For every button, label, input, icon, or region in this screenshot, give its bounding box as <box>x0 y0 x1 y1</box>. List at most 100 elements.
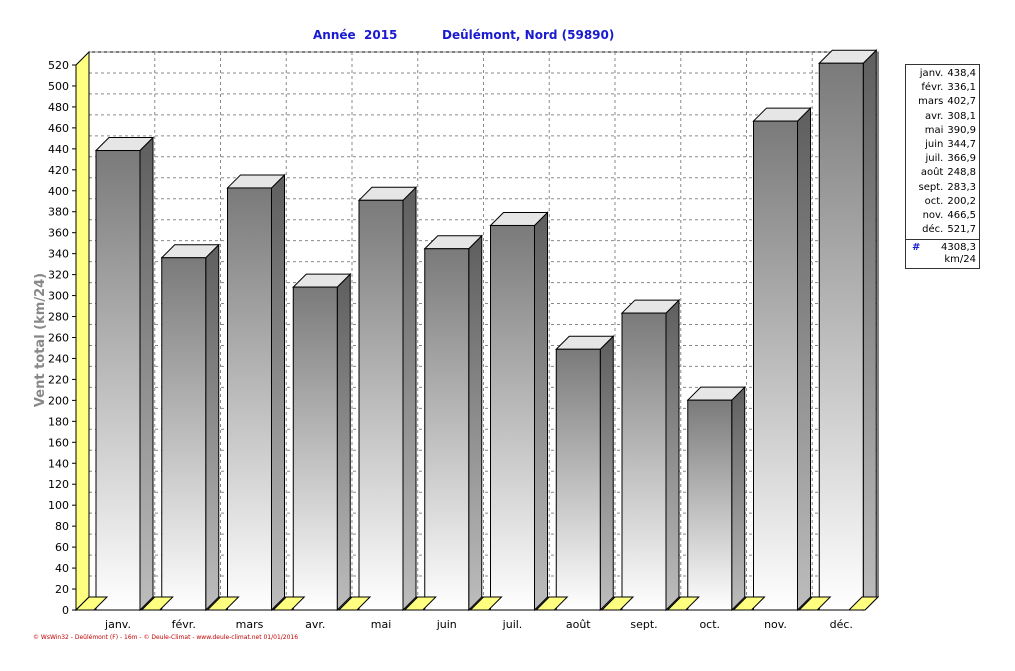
bar-front <box>753 120 798 611</box>
legend-month: mars <box>918 96 944 108</box>
legend-row: nov. 466,5 <box>909 209 976 223</box>
y-tick-label: 60 <box>55 541 69 554</box>
y-tick-label: 180 <box>48 415 69 428</box>
legend-row: févr. 336,1 <box>909 81 976 95</box>
x-tick-label: juin <box>436 618 457 631</box>
bar-side <box>402 186 417 612</box>
floor-gap <box>535 596 569 611</box>
y-tick-label: 200 <box>48 394 69 407</box>
chart-title-year: Année 2015 <box>313 28 398 42</box>
x-tick-label: juil. <box>502 618 523 631</box>
legend-value: 200,2 <box>947 195 976 207</box>
legend-value: 521,7 <box>947 224 976 236</box>
bar-9 <box>620 298 681 612</box>
x-tick-label: mai <box>371 618 392 631</box>
floor-gap <box>337 596 372 611</box>
bar-8 <box>555 335 615 612</box>
bar-side <box>731 385 746 612</box>
legend-value: 366,9 <box>947 153 976 165</box>
bars <box>94 49 878 612</box>
y-tick-label: 120 <box>48 478 69 491</box>
x-tick-label: nov. <box>764 618 787 631</box>
bar-side <box>797 106 811 612</box>
y-tick-label: 80 <box>55 520 69 533</box>
legend-value: 438,4 <box>947 68 976 79</box>
legend-month: févr. <box>921 82 944 94</box>
legend-month: sept. <box>918 181 944 193</box>
y-tick-label: 260 <box>48 332 69 345</box>
bar-5 <box>357 186 418 612</box>
y-tick-label: 460 <box>48 122 69 135</box>
bar-side <box>468 234 483 612</box>
bar-front <box>358 199 404 611</box>
bar-side <box>534 211 548 612</box>
floor-gap <box>600 596 635 611</box>
legend-total-symbol: # <box>912 242 921 254</box>
legend-row: janv. 438,4 <box>909 67 976 81</box>
y-tick-label: 220 <box>48 373 69 386</box>
bar-2 <box>160 243 220 612</box>
legend-value: 466,5 <box>947 209 976 221</box>
y-tick-label: 240 <box>48 352 69 365</box>
legend-total-value: 4308,3 <box>941 242 976 254</box>
y-axis: 0 20 40 60 80 100 120 140 160 180 200 220 240 260 280 3… <box>48 59 77 617</box>
x-tick-label: févr. <box>172 618 196 631</box>
y-tick-label: 400 <box>48 185 69 198</box>
x-tick-label: déc. <box>830 618 853 631</box>
legend-month: juin <box>925 138 944 150</box>
floor-gap <box>798 596 832 611</box>
y-tick-label: 320 <box>48 269 69 282</box>
footer-credit: © WsWin32 - Deûlémont (F) - 16m - © Deul… <box>33 634 299 641</box>
y-tick-label: 100 <box>48 499 69 512</box>
bar-front <box>687 399 733 611</box>
legend-row: juin 344,7 <box>909 138 976 152</box>
y-tick-label: 420 <box>48 164 69 177</box>
legend-row: avr. 308,1 <box>909 110 976 124</box>
y-tick-label: 280 <box>48 311 69 324</box>
bar-side <box>599 335 614 612</box>
legend-month: juil. <box>925 153 944 165</box>
x-tick-label: sept. <box>630 618 657 631</box>
bar-side <box>665 298 680 612</box>
floor-gap <box>847 596 880 611</box>
legend-row: juil. 366,9 <box>909 152 977 166</box>
bar-front <box>95 150 141 611</box>
bar-side <box>336 272 351 612</box>
x-tick-label: janv. <box>104 618 131 631</box>
bar-front <box>424 248 470 611</box>
legend-row: sept. 283,3 <box>909 181 976 195</box>
legend-total-unit: km/24 <box>944 254 976 266</box>
legend-month: avr. <box>924 110 944 122</box>
floor-gap <box>666 596 700 611</box>
legend-month: janv. <box>919 68 944 79</box>
y-tick-label: 380 <box>48 206 69 219</box>
legend-total: # 4308,3 km/24 <box>906 239 979 268</box>
legend-row: mai 390,9 <box>909 124 976 138</box>
bar-front <box>555 348 601 611</box>
bar-4 <box>292 272 352 612</box>
floor-gap <box>140 596 174 611</box>
bar-side <box>862 49 877 612</box>
bar-11 <box>752 106 812 612</box>
legend-row: oct. 200,2 <box>909 195 976 209</box>
bar-front <box>490 224 535 611</box>
legend-row: août 248,8 <box>909 166 976 180</box>
bar-3 <box>226 173 286 612</box>
y-tick-label: 520 <box>48 59 69 72</box>
y-tick-label: 480 <box>48 101 69 114</box>
floor-gap <box>732 596 766 611</box>
legend-month: mai <box>924 124 944 136</box>
y-tick-label: 440 <box>48 143 69 156</box>
y-tick-label: 0 <box>62 604 69 617</box>
bar-front <box>161 257 207 611</box>
y-tick-label: 40 <box>55 562 69 575</box>
y-tick-label: 300 <box>48 290 69 303</box>
legend-month: nov. <box>922 209 944 221</box>
bar-side <box>205 243 220 612</box>
bar-7 <box>489 211 549 612</box>
legend-value: 336,1 <box>947 82 976 94</box>
floor-gap <box>469 596 503 611</box>
bar-front <box>621 312 667 611</box>
legend-month: août <box>920 167 944 179</box>
